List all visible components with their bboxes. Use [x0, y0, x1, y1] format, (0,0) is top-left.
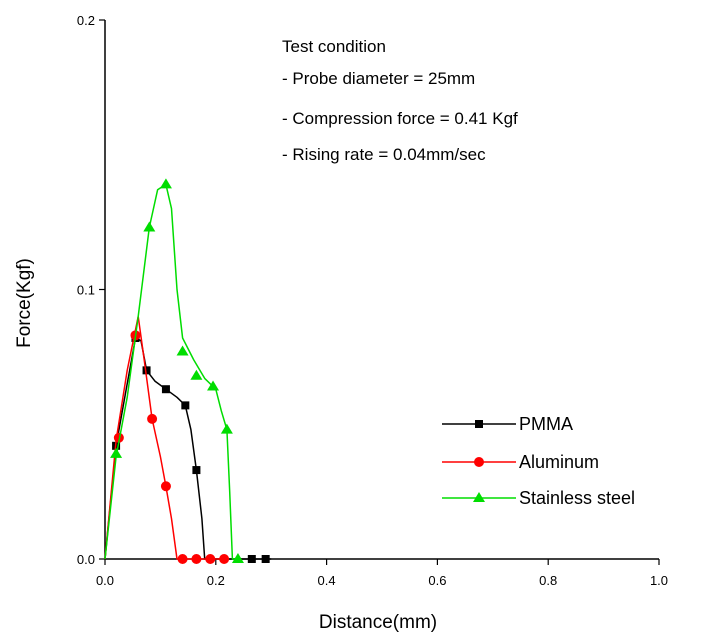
x-tick-label: 0.4 [318, 573, 336, 588]
data-point-pmma [261, 555, 270, 563]
y-tick-label: 0.2 [77, 13, 95, 28]
annotation-block: Test condition - Probe diameter = 25mm -… [282, 37, 518, 164]
data-point-pmma [142, 366, 151, 375]
series-line-stainless-steel [104, 183, 238, 560]
data-point-aluminum [191, 554, 202, 564]
y-tick-label: 0.1 [77, 283, 95, 298]
legend-label-pmma: PMMA [519, 414, 573, 434]
data-point-stainless-steel [176, 345, 189, 356]
data-point-aluminum [177, 554, 188, 564]
data-point-aluminum [113, 432, 124, 443]
data-point-aluminum [147, 413, 158, 424]
legend-item-stainless-steel: Stainless steel [442, 488, 635, 508]
data-point-pmma [192, 466, 201, 475]
data-point-aluminum [205, 554, 216, 564]
series-pmma [104, 334, 272, 563]
data-point-pmma [161, 385, 170, 394]
x-axis-title: Distance(mm) [319, 612, 437, 633]
data-point-stainless-steel [159, 178, 172, 189]
ticks: 0.0 0.2 0.4 0.6 0.8 1.0 0.0 0.1 0.2 [77, 13, 668, 588]
legend-item-aluminum: Aluminum [442, 452, 599, 472]
annotation-line-1: - Probe diameter = 25mm [282, 69, 475, 88]
x-tick-label: 1.0 [650, 573, 668, 588]
data-point-stainless-steel [220, 423, 233, 434]
legend-marker-aluminum [474, 457, 484, 467]
plot-area [104, 20, 659, 560]
x-tick-label: 0.8 [539, 573, 557, 588]
series-line-pmma [104, 337, 272, 560]
legend-label-stainless-steel: Stainless steel [519, 488, 635, 508]
x-tick-label: 0.0 [96, 573, 114, 588]
x-tick-label: 0.2 [207, 573, 225, 588]
data-point-pmma [247, 555, 256, 563]
legend-marker-stainless-steel [473, 492, 485, 502]
legend: PMMA Aluminum Stainless steel [442, 414, 635, 508]
annotation-line-3: - Rising rate = 0.04mm/sec [282, 145, 486, 164]
series-stainless-steel [104, 178, 244, 563]
series-aluminum [104, 315, 230, 564]
series-layer [104, 178, 272, 564]
data-point-aluminum [219, 554, 230, 564]
x-tick-label: 0.6 [428, 573, 446, 588]
data-point-stainless-steel [207, 380, 220, 391]
y-axis-title: Force(Kgf) [14, 258, 35, 348]
legend-label-aluminum: Aluminum [519, 452, 599, 472]
legend-marker-pmma [475, 420, 483, 428]
y-tick-label: 0.0 [77, 552, 95, 567]
annotation-line-2: - Compression force = 0.41 Kgf [282, 109, 518, 128]
data-point-pmma [181, 401, 190, 410]
legend-item-pmma: PMMA [442, 414, 573, 434]
annotation-heading: Test condition [282, 37, 386, 56]
data-point-stainless-steel [110, 447, 123, 458]
data-point-stainless-steel [143, 221, 156, 232]
data-point-aluminum [160, 481, 171, 492]
data-point-stainless-steel [190, 369, 203, 380]
data-point-stainless-steel [231, 553, 244, 563]
